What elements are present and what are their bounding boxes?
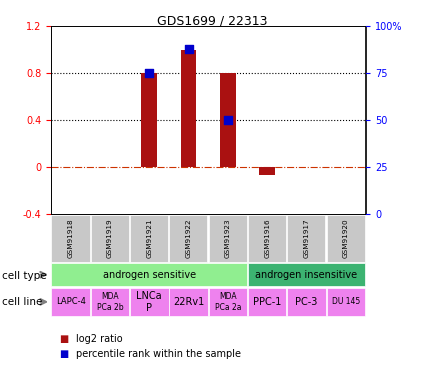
Text: ■: ■: [60, 350, 69, 359]
Bar: [181, 50, 196, 167]
Text: cell type: cell type: [2, 272, 47, 281]
Bar: [209, 215, 247, 262]
Bar: [51, 215, 90, 262]
Text: GSM91919: GSM91919: [107, 218, 113, 258]
Bar: [287, 215, 326, 262]
Bar: [51, 288, 90, 316]
Text: androgen insensitive: androgen insensitive: [255, 270, 357, 280]
Text: PC-3: PC-3: [295, 297, 318, 307]
Point: [146, 70, 153, 76]
Bar: [326, 288, 365, 316]
Bar: [248, 288, 286, 316]
Text: GDS1699 / 22313: GDS1699 / 22313: [157, 15, 268, 28]
Text: log2 ratio: log2 ratio: [76, 334, 122, 344]
Text: LNCa
P: LNCa P: [136, 291, 162, 313]
Bar: [326, 215, 365, 262]
Text: GSM91916: GSM91916: [264, 218, 270, 258]
Bar: [91, 215, 129, 262]
Text: androgen sensitive: androgen sensitive: [103, 270, 196, 280]
Bar: [91, 288, 129, 316]
Text: percentile rank within the sample: percentile rank within the sample: [76, 350, 241, 359]
Point: [224, 117, 231, 123]
Text: MDA
PCa 2a: MDA PCa 2a: [215, 292, 241, 312]
Text: GSM91921: GSM91921: [146, 218, 152, 258]
Text: GSM91920: GSM91920: [343, 218, 349, 258]
Text: MDA
PCa 2b: MDA PCa 2b: [96, 292, 123, 312]
Bar: [220, 73, 236, 167]
Text: 22Rv1: 22Rv1: [173, 297, 204, 307]
Bar: [248, 215, 286, 262]
Bar: [169, 215, 207, 262]
Bar: [287, 288, 326, 316]
Bar: [130, 288, 169, 316]
Text: ■: ■: [60, 334, 69, 344]
Bar: [130, 215, 168, 262]
Bar: [142, 73, 157, 167]
Text: GSM91918: GSM91918: [68, 218, 74, 258]
Text: LAPC-4: LAPC-4: [56, 297, 85, 306]
Bar: [169, 288, 208, 316]
Bar: [51, 263, 247, 286]
Bar: [248, 263, 365, 286]
Text: DU 145: DU 145: [332, 297, 360, 306]
Text: GSM91922: GSM91922: [186, 218, 192, 258]
Point: [185, 46, 192, 52]
Bar: [209, 288, 247, 316]
Text: GSM91917: GSM91917: [303, 218, 309, 258]
Text: cell line: cell line: [2, 297, 42, 307]
Bar: [259, 167, 275, 175]
Text: PPC-1: PPC-1: [253, 297, 281, 307]
Text: GSM91923: GSM91923: [225, 218, 231, 258]
